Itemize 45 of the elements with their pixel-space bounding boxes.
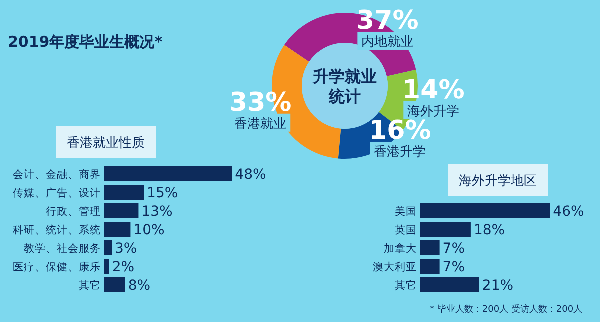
bar [104, 204, 139, 218]
y-tick-label: 会计、金融、商界 [13, 168, 101, 181]
data-label: 7% [442, 260, 466, 276]
data-label: 7% [442, 241, 466, 257]
bar [420, 240, 440, 256]
y-tick-label: 澳大利亚 [373, 260, 417, 274]
data-label: 8% [128, 278, 151, 294]
data-label: 2% [112, 260, 135, 276]
slice-label: 内地就业 [362, 34, 414, 50]
y-tick-label: 传媒、广告、设计 [13, 186, 101, 200]
y-tick-label: 加拿大 [384, 242, 417, 255]
slice-label: 香港升学 [374, 145, 426, 160]
data-label: 46% [553, 204, 584, 220]
bar [104, 240, 112, 256]
data-label: 18% [474, 222, 506, 238]
text: 2019年度毕业生概况* [8, 33, 163, 51]
y-tick-label: 英国 [395, 224, 417, 236]
chart-title: 香港就业性质 [67, 136, 145, 151]
slice-label: 香港就业 [234, 116, 287, 132]
bar [104, 278, 126, 292]
bar [420, 204, 550, 218]
bar [420, 222, 471, 237]
y-tick-label: 科研、统计、系统 [13, 224, 101, 236]
data-label: 10% [134, 222, 165, 238]
data-label: 3% [115, 241, 138, 257]
data-label: 48% [235, 167, 266, 183]
bar [420, 259, 440, 274]
y-tick-label: 其它 [79, 279, 101, 292]
y-tick-label: 行政、管理 [46, 206, 101, 218]
data-label: 15% [147, 186, 178, 202]
y-tick-label: 美国 [395, 205, 417, 218]
bar [104, 185, 144, 200]
data-label: 13% [142, 204, 173, 220]
chart-title: 海外升学地区 [459, 174, 537, 189]
bar [104, 259, 110, 274]
text: 升学就业统计 [312, 67, 377, 106]
data-label: 21% [482, 278, 514, 294]
y-tick-label: 医疗、保健、康乐 [13, 260, 101, 274]
bar [104, 222, 131, 237]
bar [420, 278, 480, 292]
text: * 毕业人数：200人 受访人数：200人 [430, 304, 583, 315]
y-tick-label: 教学、社会服务 [24, 242, 101, 255]
bar [104, 166, 232, 182]
slice-label: 海外升学 [408, 104, 460, 120]
y-tick-label: 其它 [395, 279, 417, 292]
